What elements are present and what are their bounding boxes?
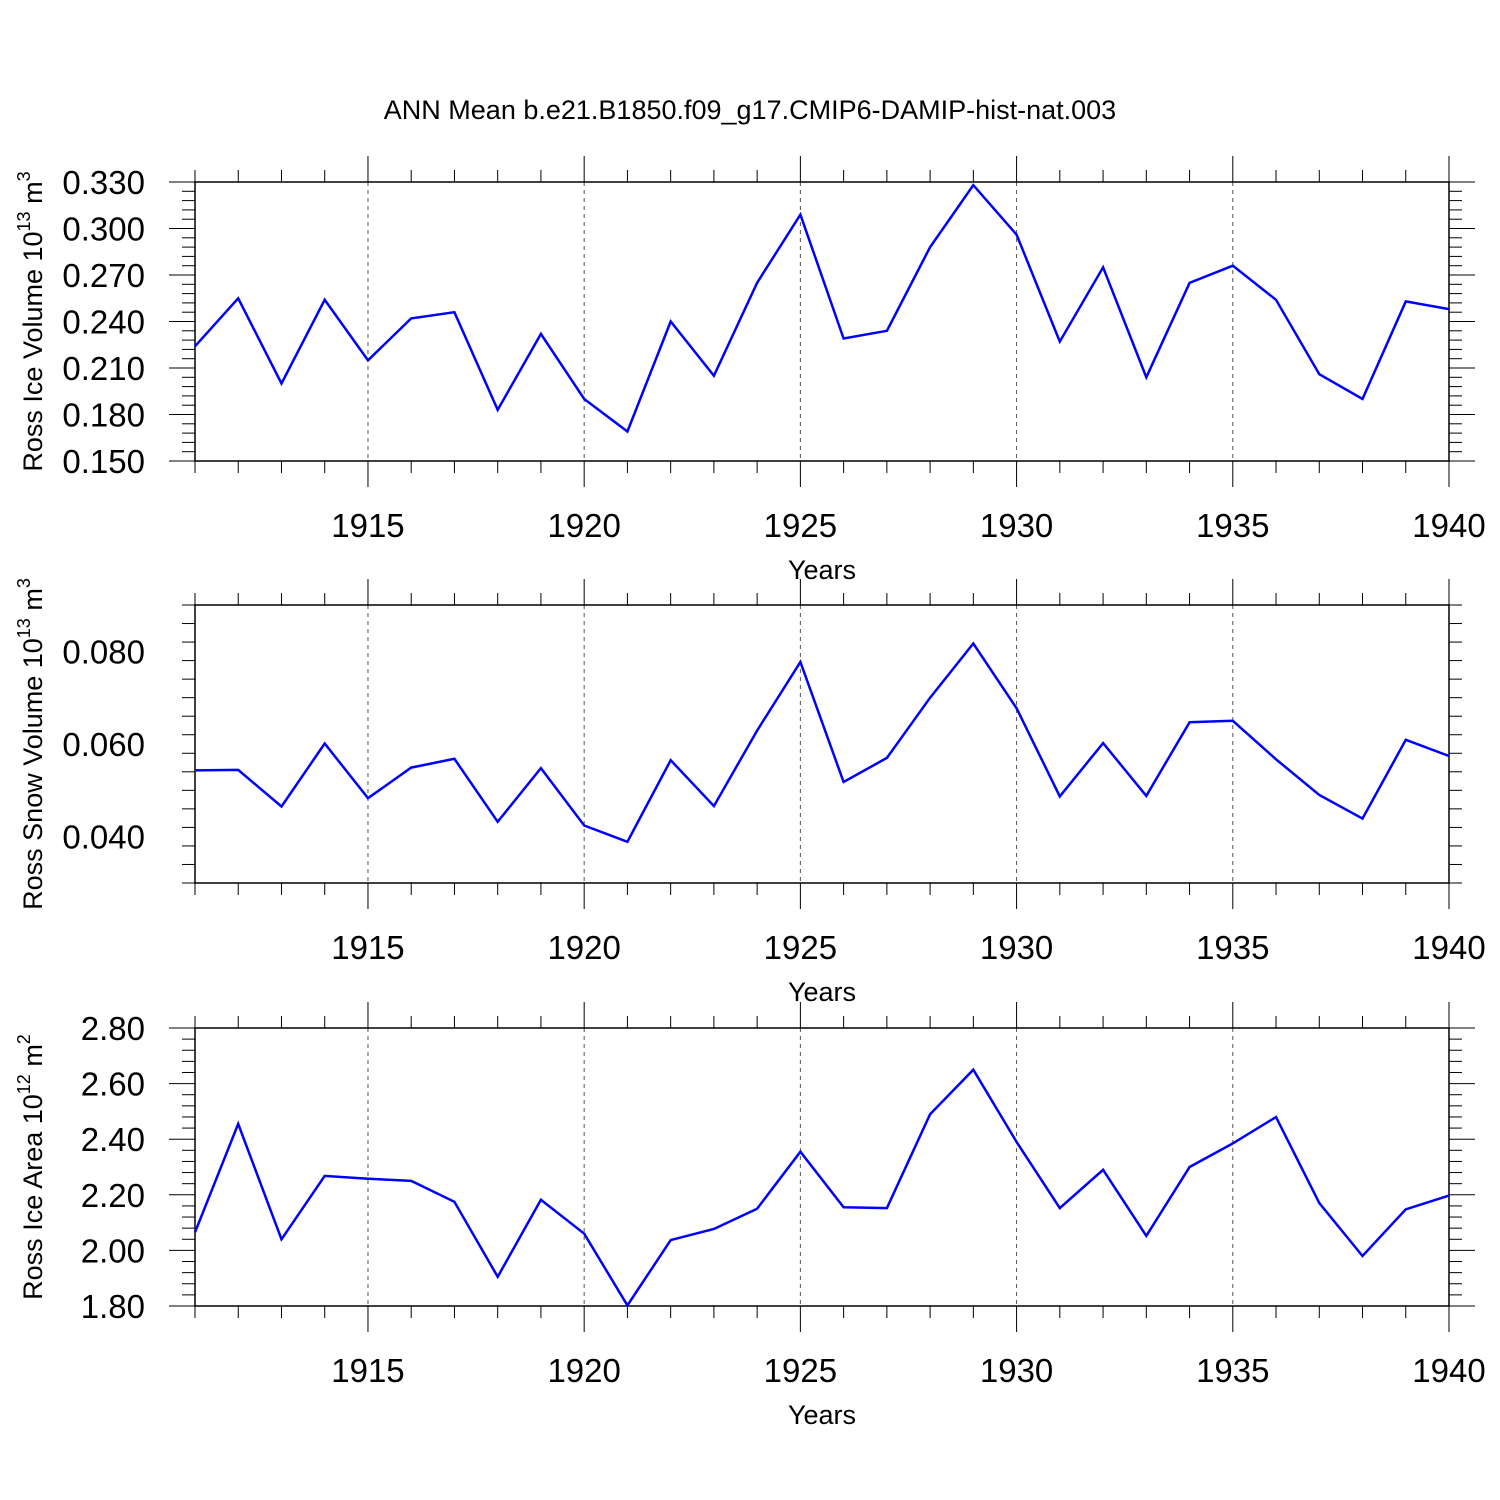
y-tick-label: 0.150 — [62, 443, 145, 480]
x-tick-label: 1925 — [764, 507, 837, 544]
x-tick-label: 1930 — [980, 1352, 1053, 1389]
y-tick-label: 1.80 — [81, 1288, 145, 1325]
plot-frame — [194, 181, 1450, 462]
y-tick-label: 0.180 — [62, 397, 145, 434]
x-tick-label: 1940 — [1412, 507, 1485, 544]
series-line — [194, 641, 1450, 844]
x-axis-label: Years — [788, 555, 856, 585]
series-line — [194, 183, 1450, 434]
y-axis-label-unit: m — [18, 1044, 48, 1074]
y-tick-label: 2.60 — [81, 1066, 145, 1103]
y-axis-label: Ross Ice Area 1012 m2 — [14, 1034, 48, 1300]
y-axis-label-unit-exponent: 3 — [14, 578, 34, 588]
y-axis-label: Ross Snow Volume 1013 m3 — [14, 578, 48, 910]
figure-title: ANN Mean b.e21.B1850.f09_g17.CMIP6-DAMIP… — [384, 95, 1116, 125]
x-tick-label: 1915 — [331, 929, 404, 966]
x-tick-label: 1930 — [980, 507, 1053, 544]
y-axis-label-unit: m — [18, 588, 48, 618]
panel-2: 0.040 0.060 0.080 1915 1920 1925 1930 1935 1940 Y… — [14, 578, 1486, 1007]
y-axis-label-text: Ross Ice Area 10 — [18, 1094, 48, 1300]
x-tick-label: 1920 — [547, 507, 620, 544]
y-tick-label: 0.210 — [62, 350, 145, 387]
x-tick-label: 1940 — [1412, 929, 1485, 966]
x-axis-label: Years — [788, 1400, 856, 1430]
y-axis-label-unit: m — [18, 181, 48, 211]
x-tick-label: 1920 — [547, 929, 620, 966]
y-tick-label: 2.20 — [81, 1177, 145, 1214]
x-tick-label: 1935 — [1196, 507, 1269, 544]
y-axis-label-exponent: 12 — [14, 1074, 34, 1094]
y-tick-label: 0.240 — [62, 304, 145, 341]
x-tick-label: 1935 — [1196, 1352, 1269, 1389]
y-axis-label-exponent: 13 — [14, 211, 34, 231]
y-tick-label: 0.080 — [62, 633, 145, 670]
x-tick-label: 1925 — [764, 929, 837, 966]
y-tick-label: 0.330 — [62, 164, 145, 201]
y-tick-label: 2.40 — [81, 1121, 145, 1158]
y-axis-label: Ross Ice Volume 1013 m3 — [14, 171, 48, 471]
x-tick-label: 1935 — [1196, 929, 1269, 966]
y-tick-label: 0.300 — [62, 211, 145, 248]
y-axis-label-unit-exponent: 3 — [14, 171, 34, 181]
x-axis-label: Years — [788, 977, 856, 1007]
y-axis-label-text: Ross Ice Volume 10 — [18, 231, 48, 471]
y-tick-label: 2.00 — [81, 1232, 145, 1269]
y-tick-label: 2.80 — [81, 1010, 145, 1047]
panel-3: 1.80 2.00 2.20 2.40 2.60 2.80 1915 1920 1925 1930… — [14, 1002, 1486, 1430]
plot-frame — [194, 604, 1450, 884]
y-axis-label-text: Ross Snow Volume 10 — [18, 638, 48, 910]
y-tick-label: 0.060 — [62, 726, 145, 763]
y-axis-label-exponent: 13 — [14, 618, 34, 638]
y-tick-label: 0.270 — [62, 257, 145, 294]
x-tick-label: 1925 — [764, 1352, 837, 1389]
x-tick-label: 1920 — [547, 1352, 620, 1389]
x-tick-label: 1940 — [1412, 1352, 1485, 1389]
series-line — [193, 1067, 1450, 1308]
x-tick-label: 1930 — [980, 929, 1053, 966]
x-tick-label: 1915 — [331, 507, 404, 544]
y-axis-label-unit-exponent: 2 — [14, 1034, 34, 1044]
panel-1: 0.150 0.180 0.210 0.240 0.270 0.300 0.330 1915 1… — [14, 156, 1486, 585]
plot-frame — [194, 1027, 1450, 1307]
x-tick-label: 1915 — [331, 1352, 404, 1389]
y-tick-label: 0.040 — [62, 819, 145, 856]
